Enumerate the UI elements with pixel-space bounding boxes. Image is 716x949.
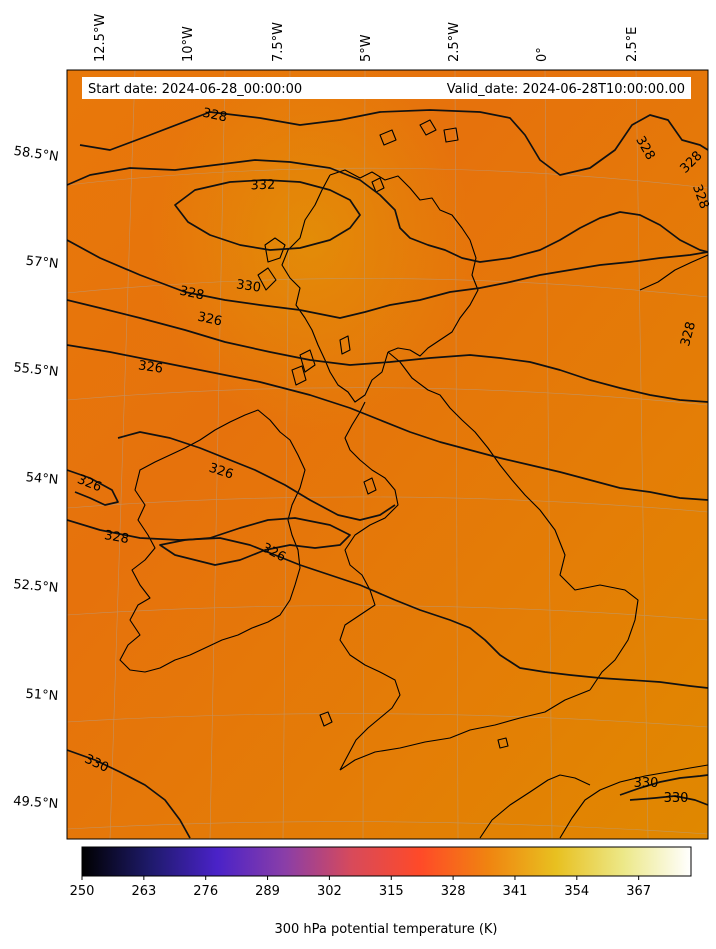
colorbar: 250 263 276 289 302 315 328 341 354 367 300 hPa p… xyxy=(70,846,692,937)
contour-label: 328 xyxy=(201,106,228,126)
contour-label: 330 xyxy=(634,776,659,791)
contour-label: 326 xyxy=(137,358,164,376)
lon-label: 10°W xyxy=(181,26,196,62)
colorbar-tick-label: 263 xyxy=(131,884,156,899)
contours xyxy=(67,109,708,839)
contour-label: 326 xyxy=(207,461,235,483)
map-panel: Start date: 2024-06-28_00:00:00 Valid_da… xyxy=(66,69,712,840)
warm-field-patch xyxy=(67,70,708,839)
colorbar-label: 300 hPa potential temperature (K) xyxy=(274,922,497,937)
coastlines xyxy=(119,119,708,839)
colorbar-tick-label: 341 xyxy=(503,884,528,899)
map-frame xyxy=(66,69,709,840)
lon-label: 2.5°W xyxy=(447,22,462,62)
contour-label: 328 xyxy=(178,284,205,304)
colorbar-tick-label: 250 xyxy=(70,884,95,899)
contour-label: 326 xyxy=(196,310,223,330)
contour-label: 330 xyxy=(664,791,689,806)
contour-label: 328 xyxy=(103,528,130,547)
contour-label: 332 xyxy=(250,178,275,194)
colorbar-tick-label: 302 xyxy=(317,884,342,899)
colorbar-tick-label: 276 xyxy=(193,884,218,899)
colorbar-tick-label: 367 xyxy=(626,884,651,899)
lat-label: 51°N xyxy=(25,687,59,704)
lon-label: 12.5°W xyxy=(93,14,108,62)
lat-label: 57°N xyxy=(25,254,59,272)
colorbar-ticks: 250 263 276 289 302 315 328 341 354 367 xyxy=(70,876,651,899)
start-date: Start date: 2024-06-28_00:00:00 xyxy=(88,82,302,97)
lat-label: 49.5°N xyxy=(13,794,59,812)
colorbar-gradient xyxy=(81,846,692,877)
colorbar-tick-label: 354 xyxy=(564,884,589,899)
colorbar-tick-label: 328 xyxy=(441,884,466,899)
latitude-labels: 58.5°N 57°N 55.5°N 54°N 52.5°N 51°N 49.5… xyxy=(13,144,60,812)
contour-labels: 328 332 330 328 326 326 326 326 328 326 … xyxy=(75,106,712,806)
date-header-box xyxy=(82,77,691,99)
lon-label: 0° xyxy=(535,47,550,62)
gridlines xyxy=(67,70,708,839)
lon-label: 2.5°E xyxy=(625,27,640,62)
lat-label: 58.5°N xyxy=(13,144,60,165)
lat-label: 52.5°N xyxy=(13,577,59,596)
valid-date: Valid_date: 2024-06-28T10:00:00.00 xyxy=(447,82,685,97)
contour-label: 330 xyxy=(235,277,262,295)
colorbar-tick-label: 289 xyxy=(255,884,280,899)
lat-label: 54°N xyxy=(25,470,59,488)
contour-label: 328 xyxy=(678,320,699,348)
colorbar-tick-label: 315 xyxy=(379,884,404,899)
lon-label: 7.5°W xyxy=(271,22,286,62)
lon-label: 5°W xyxy=(359,34,374,62)
lat-label: 55.5°N xyxy=(13,360,59,380)
longitude-labels: 12.5°W 10°W 7.5°W 5°W 2.5°W 0° 2.5°E xyxy=(93,14,640,62)
